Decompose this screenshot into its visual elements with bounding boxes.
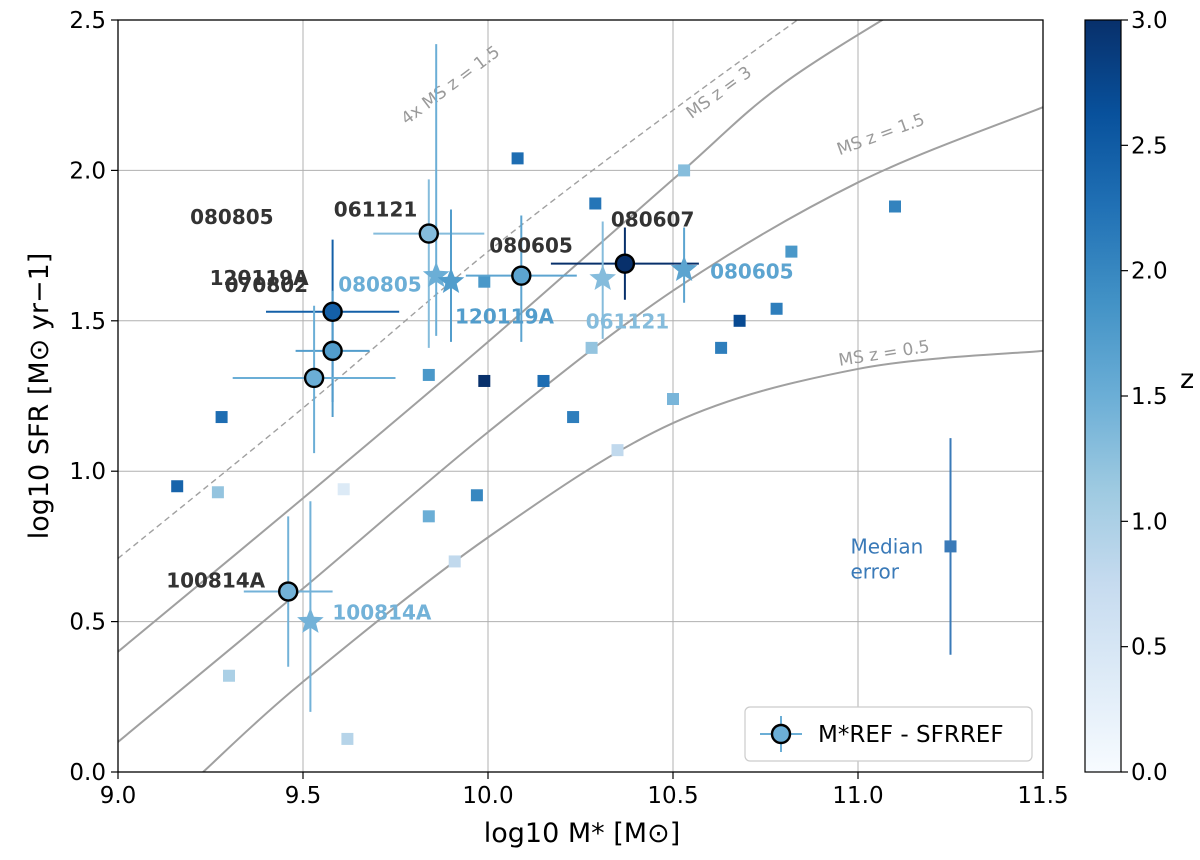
sample-square bbox=[511, 152, 524, 165]
sample-square bbox=[171, 480, 184, 493]
sample-square bbox=[889, 200, 901, 213]
colorbar-ticks: 0.0 0.5 1.0 1.5 2.0 2.5 3.0 bbox=[1121, 8, 1168, 786]
star-point-label: 061121 bbox=[586, 310, 670, 334]
x-tick-label: 9.5 bbox=[285, 783, 322, 809]
grb-labels: 061121080605080607070802120119A080805100… bbox=[166, 198, 793, 625]
legend: M*REF - SFRREF bbox=[744, 706, 1033, 762]
x-tick-label: 10.5 bbox=[647, 783, 698, 809]
ref-point-label: 080605 bbox=[489, 234, 573, 258]
sample-square bbox=[422, 510, 435, 523]
legend-label: M*REF - SFRREF bbox=[818, 722, 1004, 748]
median-error-marker bbox=[944, 540, 957, 553]
x-axis-title: log10 M* [M⊙] bbox=[484, 818, 680, 849]
sample-square bbox=[611, 444, 624, 457]
ms-curve bbox=[118, 20, 799, 559]
x-tick-label: 9.0 bbox=[100, 783, 137, 809]
axis-ticks: 9.0 9.5 10.0 10.5 11.0 11.5 0.0 0.5 1.0 1.5 2.0 2.5 bbox=[69, 8, 1068, 809]
x-tick-label: 11.5 bbox=[1017, 783, 1068, 809]
ms-curve bbox=[118, 20, 885, 653]
sample-square bbox=[478, 374, 491, 387]
colorbar-tick-label: 2.0 bbox=[1131, 259, 1168, 285]
colorbar-tick-label: 0.5 bbox=[1131, 635, 1168, 661]
sample-square bbox=[478, 275, 491, 288]
colorbar-tick-label: 2.5 bbox=[1131, 133, 1168, 159]
main-sequence-curves bbox=[118, 20, 1043, 772]
ref-circle-marker bbox=[614, 253, 636, 274]
colorbar-tick-label: 1.0 bbox=[1131, 509, 1168, 535]
ms-curve bbox=[202, 349, 1043, 772]
ref-circle-marker bbox=[322, 340, 343, 362]
sample-square bbox=[589, 197, 602, 210]
ref-point-label: 080805 bbox=[190, 205, 274, 229]
sample-square bbox=[770, 302, 783, 315]
ref-point-label: 080607 bbox=[611, 208, 695, 232]
median-error-label-line2: error bbox=[851, 559, 900, 583]
star-point-label: 100814A bbox=[332, 601, 431, 625]
star-point-label: 080805 bbox=[338, 273, 422, 297]
colorbar-label: z bbox=[1180, 364, 1194, 395]
ref-point-label: 100814A bbox=[166, 569, 265, 593]
sample-square bbox=[678, 164, 691, 177]
sample-square bbox=[470, 489, 483, 502]
ref-circle-marker bbox=[511, 265, 532, 286]
star-marker bbox=[422, 261, 450, 287]
ms-curve bbox=[118, 106, 1043, 743]
ref-point-label: 070802 bbox=[225, 273, 309, 297]
y-tick-label: 2.0 bbox=[69, 158, 106, 184]
sample-square bbox=[448, 555, 461, 568]
colorbar-gradient bbox=[1084, 19, 1122, 773]
plot-frame bbox=[117, 19, 1044, 773]
star-markers bbox=[297, 255, 698, 633]
sample-square bbox=[223, 669, 235, 682]
ref-point-label: 061121 bbox=[334, 198, 418, 222]
star-point-label: 080605 bbox=[710, 260, 794, 284]
sample-squares bbox=[171, 152, 901, 745]
y-tick-label: 0.0 bbox=[69, 760, 106, 786]
sample-square bbox=[337, 483, 350, 496]
sample-square bbox=[341, 732, 354, 745]
ms-curve-label: MS z = 1.5 bbox=[834, 110, 927, 160]
median-error-label-line1: Median bbox=[851, 534, 924, 558]
sample-square bbox=[715, 341, 728, 354]
ref-circle-marker bbox=[303, 367, 325, 389]
star-marker bbox=[437, 267, 465, 293]
sample-square bbox=[567, 411, 580, 424]
median-error: Median error bbox=[851, 438, 957, 655]
sample-square bbox=[733, 314, 746, 327]
ms-curve-label: MS z = 0.5 bbox=[837, 337, 931, 371]
sample-square bbox=[785, 245, 798, 258]
legend-marker bbox=[770, 723, 792, 745]
sample-square bbox=[585, 341, 598, 354]
x-tick-label: 11.0 bbox=[832, 783, 883, 809]
star-marker bbox=[297, 607, 324, 633]
star-marker bbox=[589, 264, 616, 290]
colorbar: 0.0 0.5 1.0 1.5 2.0 2.5 3.0 z bbox=[1084, 8, 1194, 786]
y-tick-label: 1.5 bbox=[69, 309, 106, 335]
legend-box bbox=[744, 706, 1033, 762]
colorbar-tick-label: 3.0 bbox=[1131, 8, 1168, 34]
star-point-label: 120119A bbox=[455, 305, 554, 329]
star-marker bbox=[670, 255, 698, 281]
ref-circle-marker bbox=[418, 223, 439, 244]
ref-circle-marker bbox=[322, 301, 343, 322]
ref-circle-marker bbox=[278, 581, 299, 602]
y-tick-label: 1.0 bbox=[69, 459, 106, 485]
colorbar-tick-label: 1.5 bbox=[1131, 384, 1168, 410]
sample-square bbox=[537, 374, 550, 387]
sample-square bbox=[422, 368, 435, 381]
colorbar-tick-label: 0.0 bbox=[1131, 760, 1168, 786]
y-axis-title: log10 SFR [M⊙ yr−1] bbox=[24, 253, 55, 540]
x-tick-label: 10.0 bbox=[462, 783, 513, 809]
y-tick-label: 2.5 bbox=[69, 8, 106, 34]
ref-circle-markers bbox=[278, 223, 636, 602]
sample-square bbox=[211, 486, 224, 499]
sample-square bbox=[667, 393, 679, 406]
sample-square bbox=[215, 411, 228, 424]
ref-point-label: 120119A bbox=[210, 266, 309, 290]
y-tick-label: 0.5 bbox=[69, 610, 106, 636]
